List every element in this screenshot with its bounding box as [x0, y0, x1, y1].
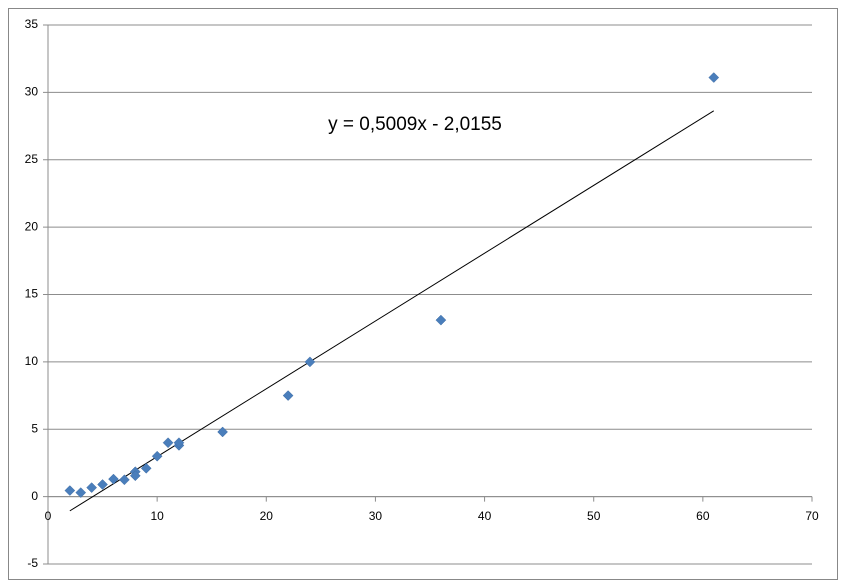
x-tick-label: 40 [478, 509, 492, 523]
data-point [162, 437, 174, 449]
x-tick-label: 20 [260, 509, 274, 523]
data-point [64, 485, 76, 496]
data-point [282, 390, 294, 401]
y-tick-label: 15 [25, 287, 39, 301]
y-tick-label: 5 [31, 421, 38, 435]
data-point [75, 487, 87, 498]
y-tick-label: 10 [25, 354, 39, 368]
y-tick-label: 25 [25, 152, 39, 166]
data-point [86, 482, 98, 493]
y-tick-label: 0 [31, 489, 38, 503]
data-point [304, 356, 316, 368]
data-point [129, 470, 141, 482]
x-tick-label: 10 [150, 509, 164, 523]
x-tick-label: 50 [587, 509, 601, 523]
y-tick-label: 30 [25, 85, 39, 99]
data-point [151, 450, 163, 462]
y-tick-label: -5 [27, 556, 38, 570]
data-point [173, 437, 185, 449]
data-point [97, 479, 108, 490]
y-tick-label: 20 [25, 219, 39, 233]
x-tick-label: 30 [369, 509, 383, 523]
x-tick-label: 60 [696, 509, 710, 523]
data-point [119, 474, 130, 486]
y-tick-label: 35 [25, 17, 39, 31]
data-point [435, 314, 447, 326]
data-point [108, 473, 119, 485]
x-tick-label: 70 [805, 509, 819, 523]
data-point [217, 426, 228, 438]
data-point [708, 72, 720, 83]
x-tick-label: 0 [45, 509, 52, 523]
data-point [140, 462, 152, 474]
trendline-equation: y = 0,5009x - 2,0155 [328, 114, 502, 135]
